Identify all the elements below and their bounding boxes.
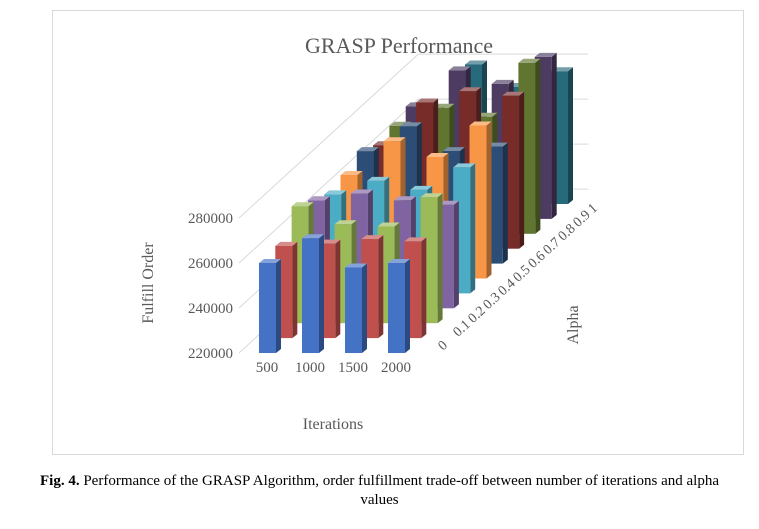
bar	[345, 263, 367, 353]
gridline	[238, 53, 589, 219]
chart-canvas: GRASP Performance Fulfill Order Iteratio…	[140, 33, 601, 433]
caption-text: Performance of the GRASP Algorithm, orde…	[83, 473, 719, 508]
y-tick-label: 280000	[188, 211, 233, 227]
x-tick-label: 2000	[381, 360, 411, 376]
bar	[302, 234, 324, 353]
y-tick-label: 220000	[188, 346, 233, 362]
y-axis-label: Fulfill Order	[140, 242, 157, 324]
x-axis-label: Iterations	[303, 416, 363, 433]
bars	[259, 52, 573, 353]
x-tick-label: 1500	[338, 360, 368, 376]
x-tick-labels: 500 1000 1500 2000	[256, 360, 411, 376]
z-axis-label: Alpha	[565, 305, 582, 344]
bar	[259, 259, 281, 353]
x-tick-label: 500	[256, 360, 279, 376]
alpha-tick-label: 0	[436, 338, 451, 354]
chart-frame: GRASP Performance Fulfill Order Iteratio…	[52, 10, 744, 455]
y-tick-labels: 220000 240000 260000 280000	[188, 211, 233, 362]
figure-caption: Fig. 4. Performance of the GRASP Algorit…	[20, 472, 739, 510]
caption-label: Fig. 4.	[40, 473, 80, 489]
y-tick-label: 260000	[188, 256, 233, 272]
y-tick-label: 240000	[188, 301, 233, 317]
x-tick-label: 1000	[295, 360, 325, 376]
bar	[388, 259, 410, 353]
